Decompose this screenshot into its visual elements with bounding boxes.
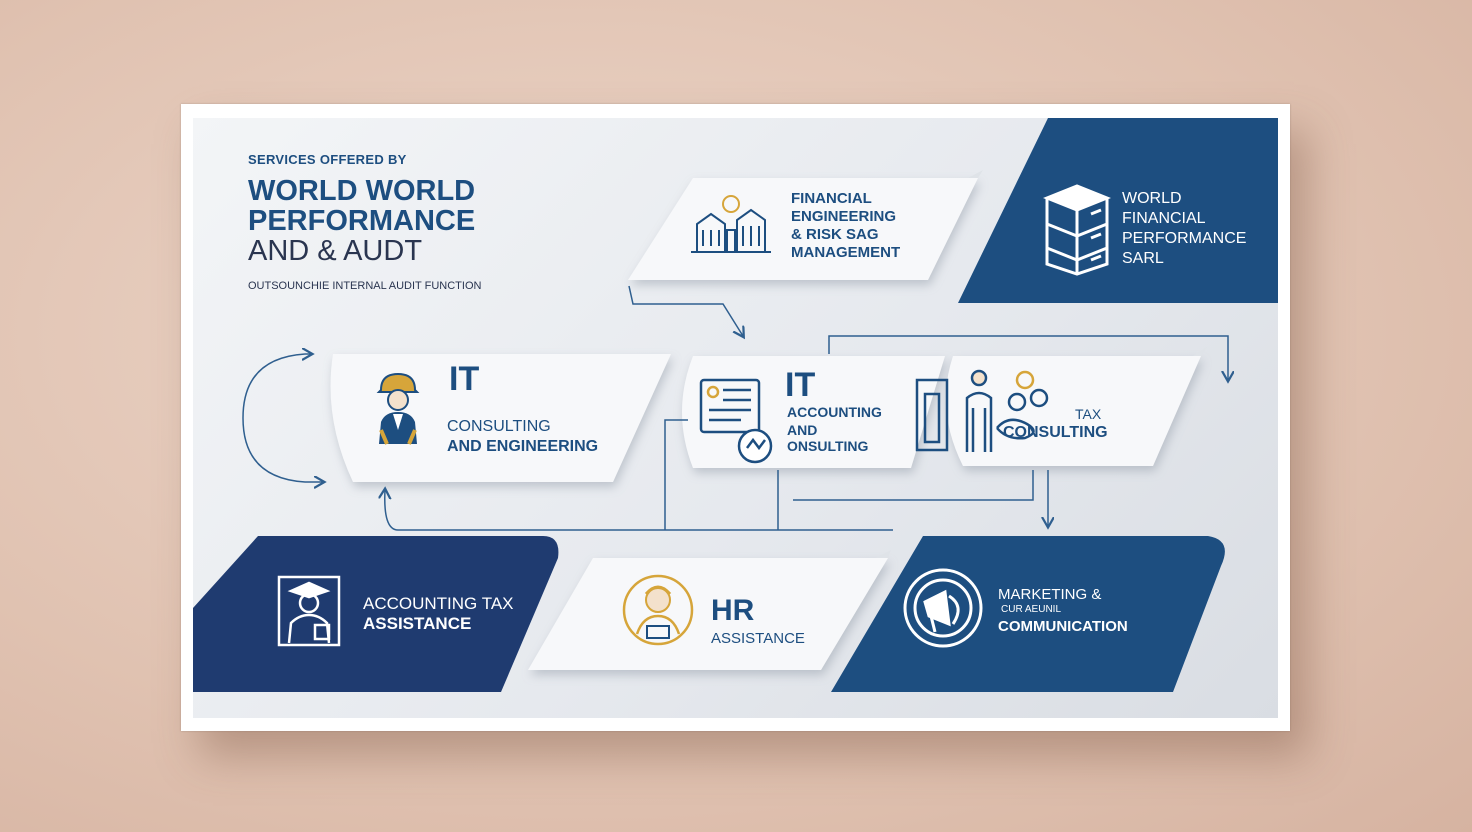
marketing-line-2: CUR AEUNIL <box>1001 604 1062 615</box>
company-name-line-3: PERFORMANCE <box>1122 230 1247 247</box>
header-title-line-2: PERFORMANCE <box>248 205 476 237</box>
company-name-line-1: WORLD <box>1122 190 1182 207</box>
it-accounting-line-2: AND <box>787 422 818 438</box>
it-consulting-title: IT <box>449 360 480 398</box>
header-title-line-1: WORLD WORLD <box>248 175 476 207</box>
marketing-panel <box>831 536 1225 692</box>
marketing-line-3: COMMUNICATION <box>998 618 1128 635</box>
person-circle-icon <box>613 572 703 653</box>
it-accounting-line-1: ACCOUNTING <box>787 404 882 420</box>
company-name-line-2: FINANCIAL <box>1122 210 1206 227</box>
marketing-line-1: MARKETING & <box>998 586 1102 603</box>
consultants-icon <box>915 368 1055 459</box>
buildings-icon <box>689 190 773 261</box>
company-panel <box>958 118 1278 303</box>
connector-left-loop <box>242 353 323 482</box>
card-inner-panel: SERVICES OFFERED BY WORLD WORLD PERFORMA… <box>193 118 1278 718</box>
connector-financial-down <box>628 285 743 336</box>
financial-line-2: ENGINEERING <box>791 208 897 225</box>
it-accounting-title: IT <box>785 366 816 404</box>
megaphone-hand-icon <box>901 566 985 655</box>
tax-consulting-line-2: CONSULTING <box>1003 424 1108 441</box>
accounting-tax-panel <box>193 536 559 692</box>
services-card: SERVICES OFFERED BY WORLD WORLD PERFORMA… <box>181 104 1290 731</box>
accountant-icon <box>275 573 349 654</box>
accounting-tax-line-1: ACCOUNTING TAX <box>363 594 514 613</box>
accounting-tax-line-2: ASSISTANCE <box>363 614 472 633</box>
header-subtitle: OUTSOUNCHIE INTERNAL AUDIT FUNCTION <box>248 280 482 292</box>
hr-line-1: ASSISTANCE <box>711 630 805 647</box>
financial-card-shape <box>628 178 978 280</box>
engineer-icon <box>375 370 421 451</box>
it-consulting-line-1: CONSULTING <box>447 418 551 435</box>
it-consulting-line-2: AND ENGINEERING <box>447 438 599 455</box>
hr-card-shape <box>528 558 888 670</box>
company-name-line-4: SARL <box>1122 250 1164 267</box>
tax-consulting-card-shape <box>945 356 1201 466</box>
connector-top-loop <box>828 335 1228 380</box>
header-kicker: SERVICES OFFERED BY <box>248 152 407 167</box>
server-stack-icon <box>1042 184 1112 281</box>
monitor-chart-icon <box>697 376 779 471</box>
tax-consulting-line-1: TAX <box>1075 406 1102 422</box>
header-title-line-3: AND & AUDT <box>248 235 423 267</box>
hr-title: HR <box>711 594 755 627</box>
connector-bottom-return <box>385 490 893 531</box>
it-accounting-line-3: ONSULTING <box>787 438 869 454</box>
financial-line-1: FINANCIAL <box>791 190 872 207</box>
financial-line-3: & RISK SAG <box>791 226 879 243</box>
financial-line-4: MANAGEMENT <box>791 244 901 261</box>
connector-mid-1 <box>664 419 688 530</box>
connector-mid-3 <box>793 470 1034 501</box>
